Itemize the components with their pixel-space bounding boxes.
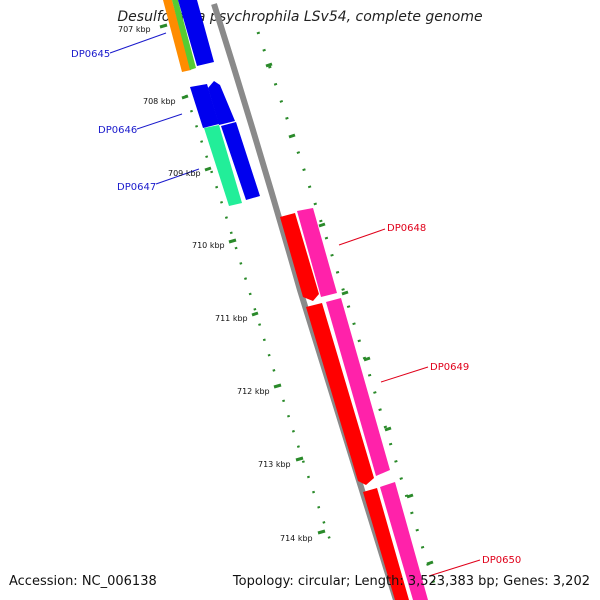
gene-pink-2[interactable] <box>326 298 390 476</box>
gene-label-dp0649[interactable]: DP0649 <box>430 362 469 373</box>
gene-label-dp0647[interactable]: DP0647 <box>117 182 156 193</box>
gene-orange[interactable] <box>163 0 191 72</box>
tick-label: 707 kbp <box>118 25 151 34</box>
leader-dp0650 <box>428 559 481 577</box>
gene-teal[interactable] <box>204 125 242 206</box>
gene-features-left <box>163 0 260 206</box>
gene-red-1[interactable] <box>280 213 319 301</box>
tick-track-outer <box>256 31 438 591</box>
tick-label: 709 kbp <box>168 169 201 178</box>
outer-tick-5 <box>363 356 371 362</box>
tick-labels: 707 kbp 708 kbp 709 kbp 710 kbp 711 kbp … <box>118 25 313 543</box>
gene-pink-3[interactable] <box>380 482 428 600</box>
gene-label-dp0646[interactable]: DP0646 <box>98 125 137 136</box>
gene-blue-2[interactable] <box>190 84 219 128</box>
gene-pink-1[interactable] <box>297 208 337 297</box>
outer-tick-1 <box>265 62 273 68</box>
leader-dp0648 <box>338 228 386 246</box>
outer-tick-8 <box>426 560 434 566</box>
outer-tick-7 <box>406 493 414 499</box>
gene-blue-1[interactable] <box>178 0 214 66</box>
major-tick-710 <box>228 238 237 244</box>
outer-tick-4 <box>341 290 349 296</box>
genome-backbone <box>211 3 399 600</box>
major-tick-708 <box>181 94 189 100</box>
gene-blue-4[interactable] <box>221 122 260 200</box>
tick-label: 712 kbp <box>237 387 270 396</box>
gene-red-3[interactable] <box>363 488 409 600</box>
major-tick-709 <box>204 166 212 172</box>
major-tick-707 <box>159 23 168 29</box>
leader-dp0645 <box>109 32 167 54</box>
outer-tick-3 <box>318 222 326 228</box>
outer-tick-6 <box>384 426 392 432</box>
gene-labels: DP0645 DP0646 DP0647 DP0648 DP0649 DP065… <box>71 49 521 566</box>
major-tick-713 <box>295 456 304 462</box>
gene-features-right <box>280 208 428 600</box>
gene-red-2[interactable] <box>306 303 374 485</box>
tick-label: 711 kbp <box>215 314 248 323</box>
leader-lines <box>109 32 481 577</box>
major-tick-712 <box>273 383 282 389</box>
gene-blue-3[interactable] <box>208 81 235 125</box>
map-title: Desulfotalea psychrophila LSv54, complet… <box>117 9 483 25</box>
gene-label-dp0650[interactable]: DP0650 <box>482 555 521 566</box>
genome-summary-text: Topology: circular; Length: 3,523,383 bp… <box>232 574 590 589</box>
tick-label: 714 kbp <box>280 534 313 543</box>
gene-green[interactable] <box>172 0 196 70</box>
major-ticks <box>159 23 326 535</box>
tick-label: 710 kbp <box>192 241 225 250</box>
major-tick-711 <box>251 311 259 317</box>
leader-dp0647 <box>155 168 200 185</box>
tick-label: 708 kbp <box>143 97 176 106</box>
gene-label-dp0645[interactable]: DP0645 <box>71 49 110 60</box>
major-tick-714 <box>317 529 326 535</box>
leader-dp0646 <box>136 113 183 130</box>
outer-tick-2 <box>288 133 296 139</box>
tick-label: 713 kbp <box>258 460 291 469</box>
leader-dp0649 <box>380 366 429 383</box>
accession-text: Accession: NC_006138 <box>9 574 157 589</box>
gene-label-dp0648[interactable]: DP0648 <box>387 223 426 234</box>
outer-major-ticks <box>265 62 434 566</box>
